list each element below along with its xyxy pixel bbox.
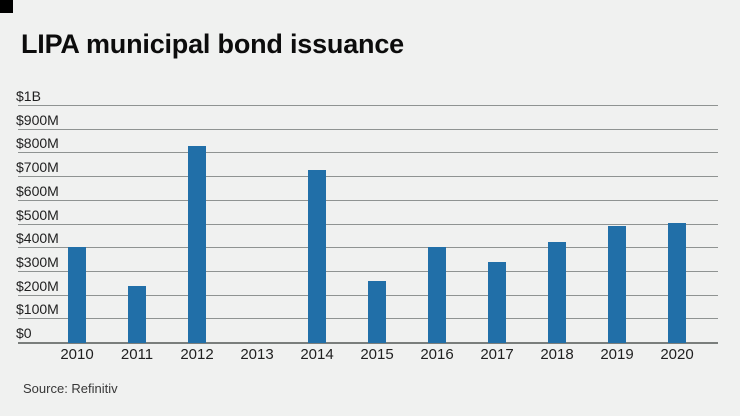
bar-2020	[668, 223, 686, 343]
chart-title: LIPA municipal bond issuance	[21, 29, 404, 59]
y-axis-label-600: $600M	[16, 182, 59, 199]
grid-line-500	[18, 223, 718, 225]
x-axis-label-2019: 2019	[600, 346, 634, 363]
grid-line-400	[18, 247, 718, 249]
y-axis-label-900: $900M	[16, 111, 59, 128]
x-axis-label-2012: 2012	[180, 346, 214, 363]
y-axis-label-800: $800M	[16, 135, 59, 152]
y-axis-label-300: $300M	[16, 253, 59, 270]
grid-line-1000	[18, 105, 718, 106]
bar-2012	[188, 146, 206, 343]
x-axis-label-2011: 2011	[120, 346, 154, 363]
y-axis-label-500: $500M	[16, 206, 59, 223]
y-axis-label-1000: $1B	[16, 88, 41, 104]
grid-line-700	[18, 176, 718, 178]
grid-line-300	[18, 270, 718, 272]
source-attribution: Source: Refinitiv	[23, 381, 118, 396]
bar-2010	[68, 247, 86, 343]
grid-line-800	[18, 152, 718, 154]
x-axis-label-2016: 2016	[420, 346, 454, 363]
x-axis-label-2020: 2020	[660, 346, 694, 363]
bar-2016	[428, 247, 446, 343]
x-axis-label-2010: 2010	[60, 346, 94, 363]
y-axis-label-200: $200M	[16, 277, 59, 294]
x-axis-label-2018: 2018	[540, 346, 574, 363]
grid-line-600	[18, 199, 718, 201]
brand-square-logo	[0, 0, 13, 13]
bar-2015	[368, 281, 386, 343]
grid-line-900	[18, 128, 718, 130]
bar-2018	[548, 242, 566, 343]
y-axis-label-100: $100M	[16, 301, 59, 318]
y-axis-label-700: $700M	[16, 159, 59, 176]
bar-2019	[608, 226, 626, 343]
bar-2014	[308, 170, 326, 343]
y-axis-label-0: $0	[16, 325, 32, 341]
x-axis-label-2013: 2013	[240, 346, 274, 363]
bar-2011	[128, 286, 146, 343]
x-axis-label-2015: 2015	[360, 346, 394, 363]
x-axis-label-2014: 2014	[300, 346, 334, 363]
y-axis-label-400: $400M	[16, 230, 59, 247]
x-axis-baseline	[18, 342, 718, 344]
bar-2017	[488, 262, 506, 343]
x-axis-label-2017: 2017	[480, 346, 514, 363]
